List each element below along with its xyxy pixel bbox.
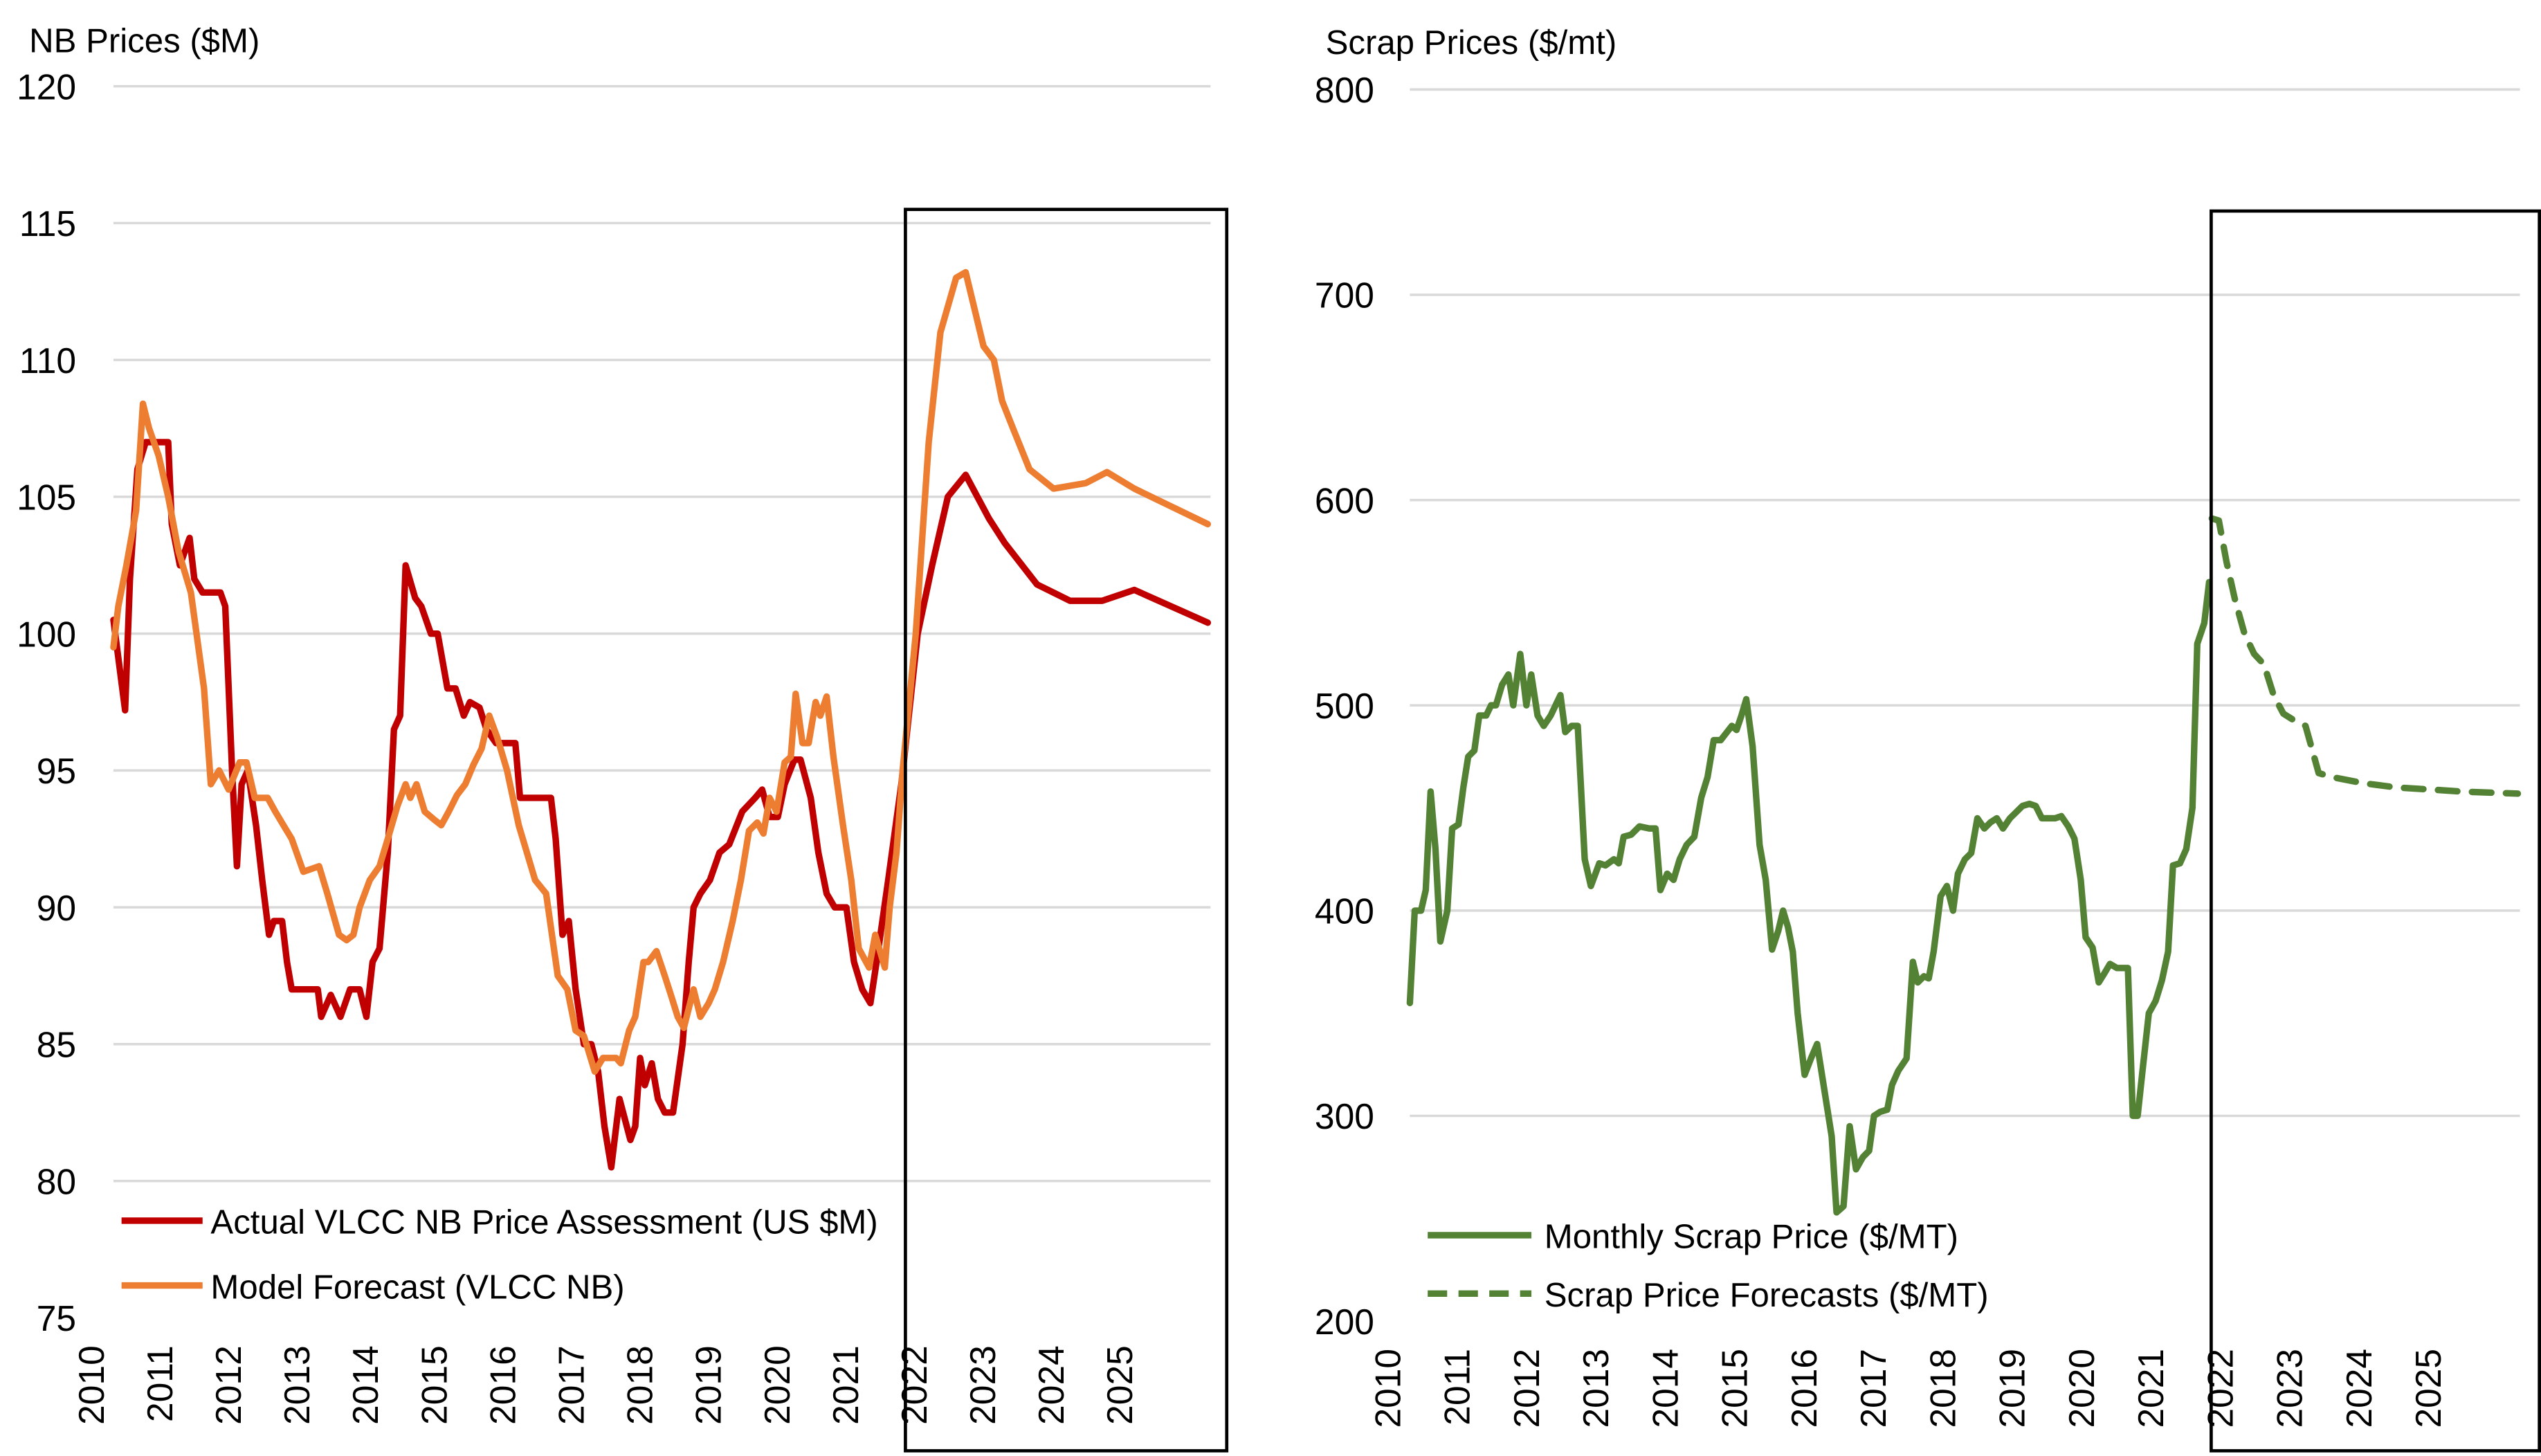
x-tick-label: 2014 xyxy=(345,1345,385,1425)
legend-label-actual: Actual VLCC NB Price Assessment (US $M) xyxy=(210,1203,877,1241)
x-tick-label: 2010 xyxy=(71,1345,111,1425)
y-tick-label: 95 xyxy=(37,751,76,791)
y-tick-label: 85 xyxy=(37,1025,76,1065)
x-tick-label: 2015 xyxy=(414,1345,454,1425)
y-tick-label: 100 xyxy=(17,614,76,654)
y-tick-label: 300 xyxy=(1315,1096,1374,1136)
left-x-tick-labels: 2010 2011 2012 2013 2014 2015 2016 2017 2018 2019… xyxy=(71,1345,1140,1425)
x-tick-label: 2024 xyxy=(2339,1349,2379,1428)
right-y-tick-labels: 200 300 400 500 600 700 800 xyxy=(1315,70,1374,1342)
x-tick-label: 2016 xyxy=(1784,1349,1824,1428)
series-line-1 xyxy=(1406,579,2213,1216)
legend-label-model: Model Forecast (VLCC NB) xyxy=(210,1268,624,1306)
nb-prices-chart: NB Prices ($M) 75 80 85 90 95 100 105 110 115 120… xyxy=(17,21,1229,1453)
x-tick-label: 2014 xyxy=(1645,1349,1685,1428)
x-tick-label: 2022 xyxy=(2200,1349,2240,1428)
left-forecast-box xyxy=(904,208,1229,1453)
x-tick-label: 2011 xyxy=(1437,1349,1477,1426)
y-tick-label: 800 xyxy=(1315,70,1374,110)
left-legend: Actual VLCC NB Price Assessment (US $M) … xyxy=(121,1203,878,1306)
y-tick-label: 400 xyxy=(1315,891,1374,931)
x-tick-label: 2013 xyxy=(1576,1349,1616,1428)
left-y-tick-labels: 75 80 85 90 95 100 105 110 115 120 xyxy=(17,66,76,1338)
y-tick-label: 600 xyxy=(1315,480,1374,520)
x-tick-label: 2012 xyxy=(208,1345,248,1425)
x-tick-label: 2016 xyxy=(482,1345,522,1425)
right-series xyxy=(1406,515,2522,1216)
x-tick-label: 2025 xyxy=(1100,1345,1140,1425)
x-tick-label: 2020 xyxy=(2061,1349,2102,1428)
x-tick-label: 2022 xyxy=(894,1345,934,1425)
x-tick-label: 2021 xyxy=(2131,1349,2171,1428)
y-tick-label: 75 xyxy=(37,1298,76,1338)
series-line-2 xyxy=(2208,515,2522,797)
x-tick-label: 2017 xyxy=(1853,1349,1893,1428)
x-tick-label: 2012 xyxy=(1506,1349,1547,1428)
x-tick-label: 2023 xyxy=(2270,1349,2310,1428)
x-tick-label: 2020 xyxy=(757,1345,797,1425)
x-tick-label: 2021 xyxy=(826,1345,866,1425)
y-tick-label: 500 xyxy=(1315,686,1374,726)
left-y-axis-title: NB Prices ($M) xyxy=(29,21,259,60)
legend-label-forecast: Scrap Price Forecasts ($/MT) xyxy=(1545,1276,1989,1314)
y-tick-label: 110 xyxy=(19,340,76,381)
x-tick-label: 2015 xyxy=(1715,1349,1755,1428)
left-series xyxy=(110,269,1212,1171)
x-tick-label: 2018 xyxy=(620,1345,660,1425)
x-tick-label: 2010 xyxy=(1367,1349,1408,1428)
series-line-2 xyxy=(110,269,1212,1075)
y-tick-label: 80 xyxy=(37,1161,76,1201)
y-tick-label: 120 xyxy=(17,66,76,107)
x-tick-label: 2023 xyxy=(963,1345,1003,1425)
x-tick-label: 2017 xyxy=(552,1345,592,1425)
x-tick-label: 2011 xyxy=(140,1345,180,1422)
y-tick-label: 90 xyxy=(37,888,76,928)
right-y-axis-title: Scrap Prices ($/mt) xyxy=(1326,24,1617,62)
legend-label-monthly: Monthly Scrap Price ($/MT) xyxy=(1545,1218,1958,1256)
right-forecast-box xyxy=(2210,209,2541,1453)
y-tick-label: 115 xyxy=(19,203,76,244)
x-tick-label: 2019 xyxy=(689,1345,729,1425)
x-tick-label: 2018 xyxy=(1922,1349,1962,1428)
right-legend: Monthly Scrap Price ($/MT) Scrap Price F… xyxy=(1428,1218,1989,1314)
y-tick-label: 700 xyxy=(1315,275,1374,316)
scrap-prices-chart: Scrap Prices ($/mt) 200 300 400 500 600 700 80… xyxy=(1315,24,2541,1453)
y-tick-label: 200 xyxy=(1315,1302,1374,1342)
x-tick-label: 2013 xyxy=(277,1345,317,1425)
x-tick-label: 2025 xyxy=(2408,1349,2448,1428)
x-tick-label: 2024 xyxy=(1031,1345,1071,1425)
right-x-tick-labels: 2010 2011 2012 2013 2014 2015 2016 2017 2018 2019… xyxy=(1367,1349,2448,1428)
left-gridlines xyxy=(113,84,1211,1183)
series-line-1 xyxy=(110,439,1212,1171)
y-tick-label: 105 xyxy=(17,477,76,518)
x-tick-label: 2019 xyxy=(1992,1349,2032,1428)
right-gridlines xyxy=(1410,88,2520,1118)
